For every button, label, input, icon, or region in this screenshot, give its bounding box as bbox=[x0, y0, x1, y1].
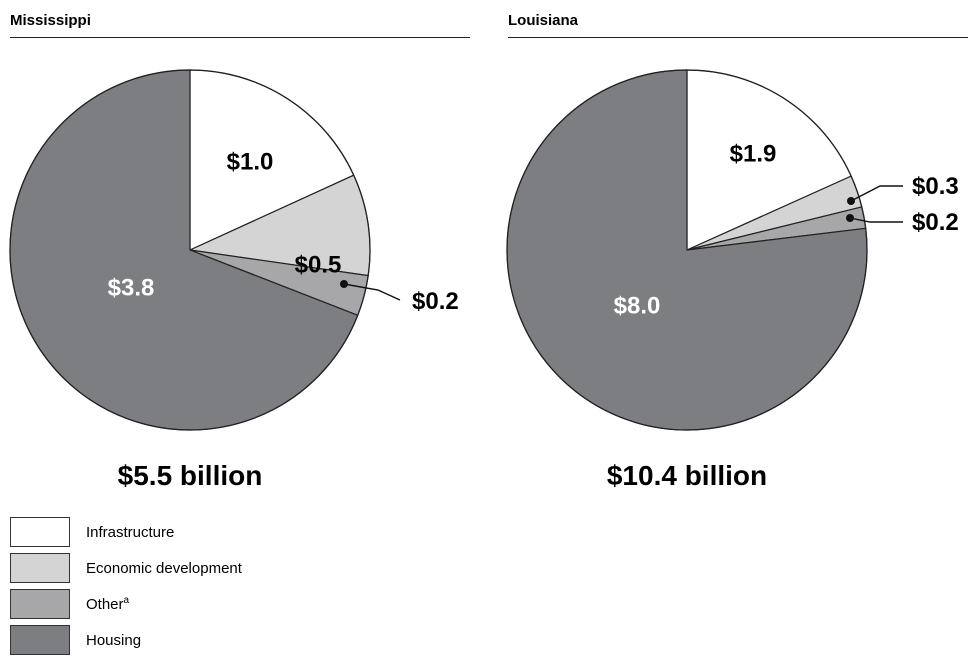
legend-footnote-marker: a bbox=[123, 595, 130, 606]
mississippi-title-rule bbox=[10, 37, 470, 38]
legend-swatch-infrastructure bbox=[10, 517, 70, 547]
mississippi-label-other-leader bbox=[343, 283, 401, 301]
mississippi-label-other-dot bbox=[340, 280, 348, 288]
louisiana-label-economic-development: $0.3 bbox=[912, 173, 959, 200]
mississippi-pie-outline bbox=[9, 69, 371, 431]
legend-label-other: Other bbox=[86, 596, 124, 613]
mississippi-title: Mississippi bbox=[10, 12, 91, 29]
louisiana-pie-outline bbox=[506, 69, 868, 431]
mississippi-label-housing: $3.8 bbox=[108, 274, 155, 301]
legend-swatch-other bbox=[10, 589, 70, 619]
louisiana-label-other-dot bbox=[846, 214, 854, 222]
louisiana-title: Louisiana bbox=[508, 12, 579, 29]
legend-label-economic-development: Economic development bbox=[86, 560, 242, 577]
mississippi-label-other: $0.2 bbox=[412, 288, 459, 315]
legend-swatch-economic-development bbox=[10, 553, 70, 583]
legend-label-infrastructure: Infrastructure bbox=[86, 524, 175, 541]
louisiana-label-infrastructure: $1.9 bbox=[730, 140, 777, 167]
louisiana-title-rule bbox=[508, 37, 968, 38]
louisiana-total-label: $10.4 billion bbox=[607, 460, 767, 491]
legend-label-housing: Housing bbox=[86, 632, 142, 649]
mississippi-label-infrastructure: $1.0 bbox=[227, 148, 274, 175]
louisiana-label-other: $0.2 bbox=[912, 209, 959, 236]
louisiana-label-other-leader bbox=[849, 217, 903, 223]
legend-swatch-housing bbox=[10, 625, 70, 655]
louisiana-label-economic-development-dot bbox=[847, 197, 855, 205]
louisiana-label-housing: $8.0 bbox=[614, 292, 661, 319]
louisiana-label-economic-development-leader bbox=[850, 185, 903, 202]
mississippi-total-label: $5.5 billion bbox=[118, 460, 263, 491]
mississippi-label-economic-development: $0.5 bbox=[295, 251, 342, 278]
